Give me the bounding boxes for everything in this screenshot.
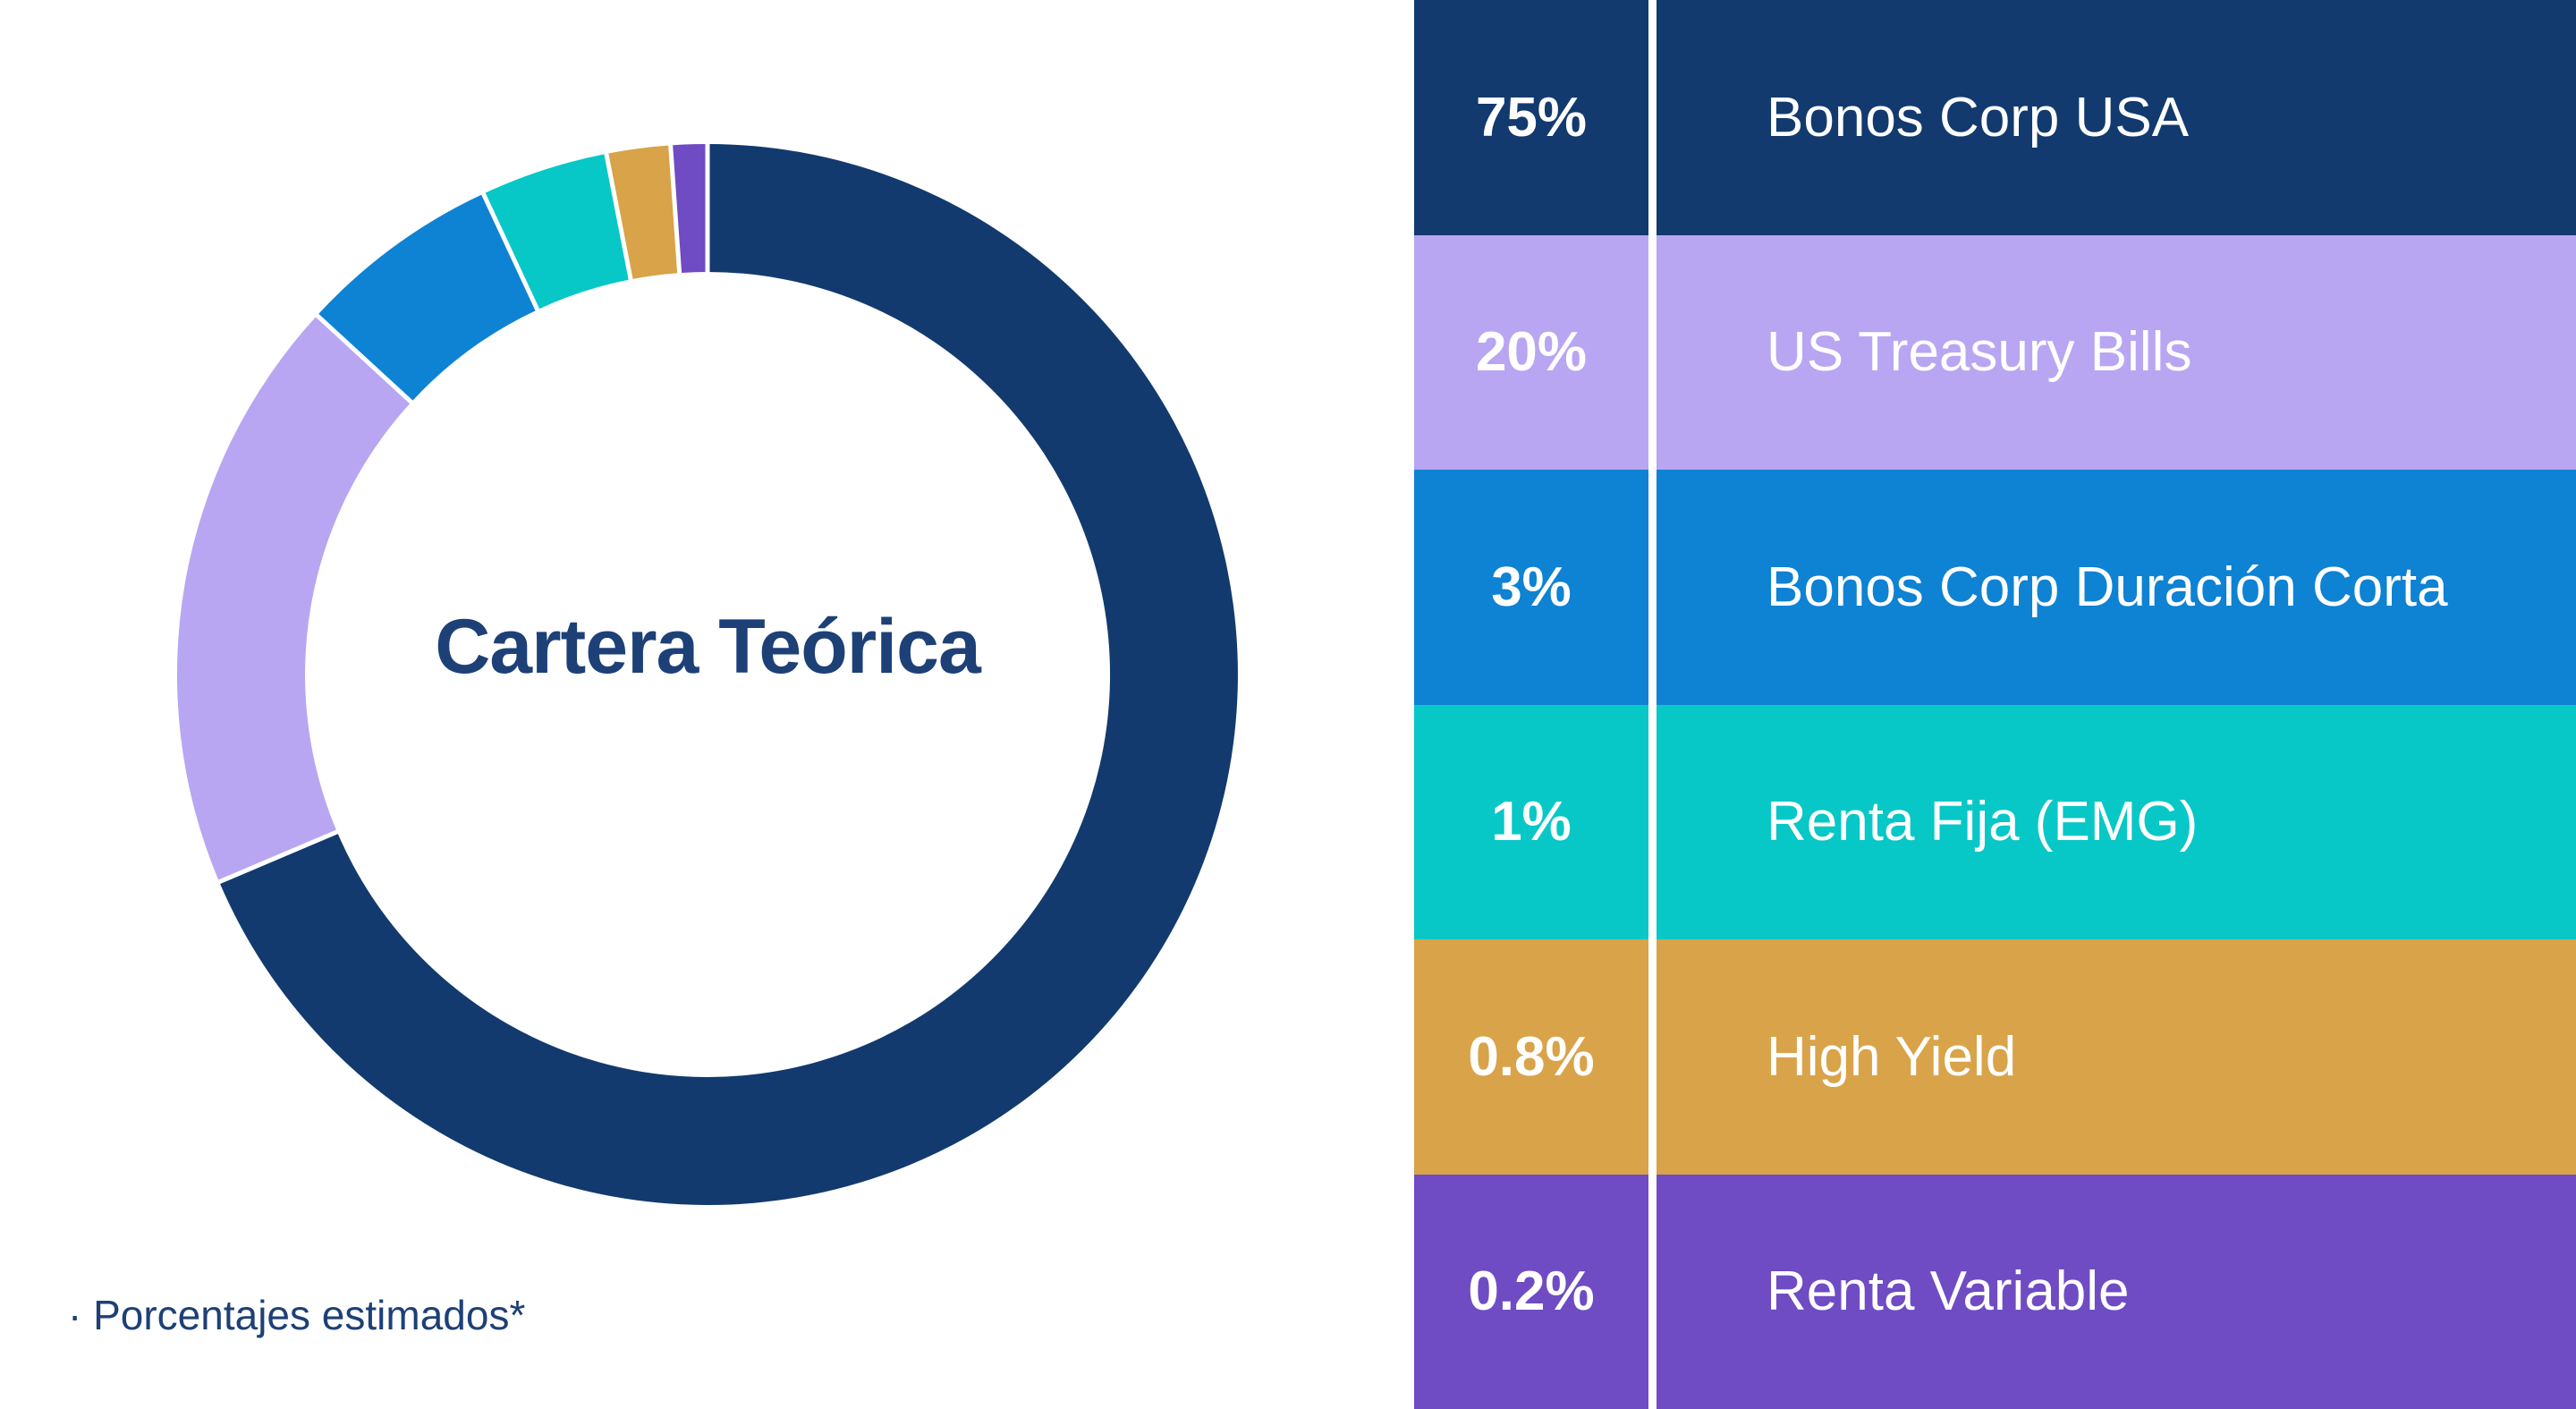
segment-gap-line — [603, 149, 634, 284]
legend-table: 75% Bonos Corp USA 20% US Treasury Bills 3% B… — [1414, 0, 2576, 1409]
legend-row: 75% Bonos Corp USA — [1414, 0, 2576, 235]
segment-gap-line — [215, 828, 342, 886]
legend-label: Renta Fija (EMG) — [1767, 791, 2199, 853]
legend-label: US Treasury Bills — [1767, 321, 2192, 384]
legend-label: Bonos Corp USA — [1767, 86, 2190, 149]
legend-pct: 0.8% — [1468, 1025, 1595, 1088]
column-separator — [1648, 0, 1657, 235]
legend-pct: 20% — [1475, 321, 1588, 384]
column-separator — [1648, 234, 1657, 470]
donut-segment-5 — [670, 143, 708, 274]
segment-gap-line — [667, 141, 682, 277]
legend-pct: 3% — [1491, 556, 1572, 618]
legend-row: 1% Renta Fija (EMG) — [1414, 704, 2576, 939]
chart-center-title: Cartera Teórica — [435, 604, 981, 690]
donut-segment-1 — [176, 315, 411, 882]
column-separator — [1648, 939, 1657, 1175]
legend-pct: 0.2% — [1468, 1260, 1595, 1323]
footnote: · Porcentajes estimados* — [68, 1292, 526, 1338]
donut-segment-2 — [317, 193, 538, 403]
donut-chart — [176, 141, 1238, 1205]
segment-gap-line — [479, 189, 541, 314]
column-separator — [1648, 470, 1657, 705]
segment-gap-line — [312, 311, 416, 406]
legend-row: 3% Bonos Corp Duración Corta — [1414, 470, 2576, 705]
legend-label: Renta Variable — [1767, 1260, 2130, 1323]
legend-label: High Yield — [1767, 1025, 2017, 1088]
column-separator — [1648, 704, 1657, 939]
column-separator — [1648, 1174, 1657, 1409]
legend-row: 0.2% Renta Variable — [1414, 1174, 2576, 1409]
legend-label: Bonos Corp Duración Corta — [1767, 556, 2448, 618]
legend-row: 20% US Treasury Bills — [1414, 234, 2576, 470]
legend-pct: 1% — [1491, 791, 1572, 853]
legend-pct: 75% — [1475, 86, 1588, 149]
legend-row: 0.8% High Yield — [1414, 939, 2576, 1175]
